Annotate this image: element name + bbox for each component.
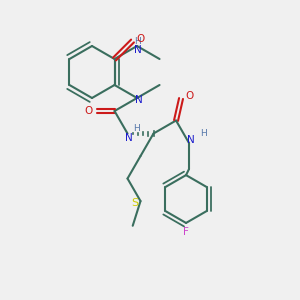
Text: H: H bbox=[133, 124, 140, 133]
Text: F: F bbox=[183, 227, 189, 237]
Text: N: N bbox=[135, 95, 143, 105]
Text: O: O bbox=[136, 34, 145, 44]
Text: N: N bbox=[124, 133, 132, 142]
Text: N: N bbox=[134, 45, 142, 55]
Text: O: O bbox=[84, 106, 93, 116]
Text: N: N bbox=[187, 135, 195, 145]
Text: O: O bbox=[185, 91, 193, 100]
Text: S: S bbox=[131, 198, 138, 208]
Text: H: H bbox=[134, 37, 140, 46]
Text: H: H bbox=[200, 128, 206, 137]
